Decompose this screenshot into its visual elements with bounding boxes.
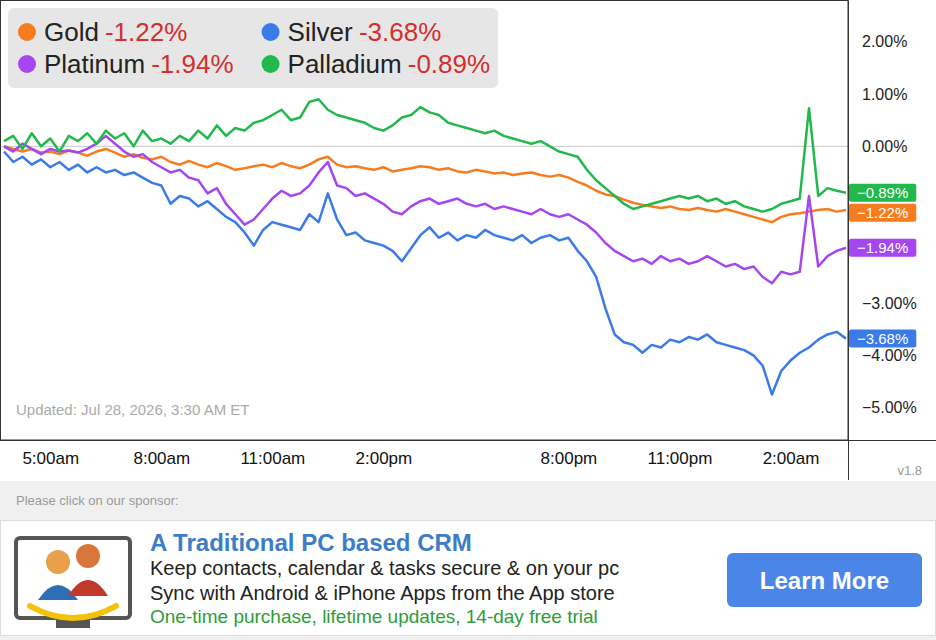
x-axis-line	[5, 440, 847, 441]
x-tick-label: 2:00am	[763, 449, 820, 468]
legend-value: -3.68%	[359, 17, 441, 47]
legend-background	[8, 8, 498, 88]
y-tick: 0.00%	[848, 138, 907, 155]
ad-button[interactable]	[727, 553, 922, 607]
sponsor-prompt: Please click on our sponsor:	[16, 493, 179, 508]
icon-arrow	[30, 606, 116, 618]
x-tick: 11:00am	[240, 440, 305, 468]
y-tick: 1.00%	[848, 86, 907, 103]
end-badge: −1.22%	[849, 204, 916, 222]
x-axis: 5:00am 8:00am 11:00am 2:00pm 8:00pm 11:00pm 2:…	[5, 440, 847, 468]
legend-item: Gold-1.22%	[18, 17, 187, 47]
legend-value: -1.94%	[151, 49, 233, 79]
end-badge-label: −3.68%	[857, 330, 908, 347]
end-badge-box	[849, 204, 916, 222]
x-tick-label: 8:00am	[133, 449, 190, 468]
y-tick: 2.00%	[848, 33, 907, 50]
icon-person	[76, 544, 100, 568]
legend-label: Gold	[44, 17, 99, 47]
y-tick-label: −3.00%	[862, 295, 917, 312]
legend-item: Silver-3.68%	[262, 17, 442, 47]
ad-line: Keep contacts, calendar & tasks secure &…	[150, 557, 619, 579]
end-badge-box	[849, 330, 916, 348]
icon-stand	[56, 620, 90, 628]
x-tick: 5:00am	[22, 440, 79, 468]
end-badge-label: −1.22%	[857, 204, 908, 221]
series-line	[4, 99, 846, 211]
separator	[0, 440, 936, 441]
legend-label: Silver	[288, 17, 353, 47]
series-line	[4, 146, 846, 222]
series-line	[4, 152, 846, 395]
x-tick-label: 2:00pm	[356, 449, 413, 468]
y-tick-label: −4.00%	[862, 347, 917, 364]
end-badge-label: −1.94%	[857, 239, 908, 256]
ad-box	[1, 521, 936, 636]
x-tick-label: 5:00am	[22, 449, 79, 468]
icon-person	[68, 580, 108, 596]
page: 2.00% 1.00% 0.00% −3.00% −4.00% −5.00% 5:00am 8…	[0, 0, 936, 640]
legend-label: Platinum	[44, 49, 145, 79]
y-tick: −4.00%	[848, 347, 917, 364]
end-badge-label: −0.89%	[857, 184, 908, 201]
y-tick: −3.00%	[848, 295, 917, 312]
x-tick: 2:00am	[763, 440, 820, 468]
legend-swatch	[18, 23, 36, 41]
plot-lines	[4, 99, 846, 394]
end-badge: −1.94%	[849, 239, 916, 257]
icon-person	[46, 550, 70, 574]
ad-icon	[16, 538, 130, 628]
end-badge-box	[849, 239, 916, 257]
background	[0, 0, 936, 640]
x-tick: 2:00pm	[356, 440, 413, 468]
legend-label: Palladium	[288, 49, 402, 79]
legend-item: Platinum-1.94%	[18, 49, 234, 79]
y-tick-label: −5.00%	[862, 399, 917, 416]
x-tick: 8:00am	[133, 440, 190, 468]
ad-title: A Traditional PC based CRM	[150, 529, 472, 556]
y-axis-line	[848, 1, 849, 441]
updated-note: Updated: Jul 28, 2026, 3:30 AM ET	[16, 401, 249, 418]
end-badge: −3.68%	[849, 330, 916, 348]
legend-value: -1.22%	[105, 17, 187, 47]
legend-value: -0.89%	[408, 49, 490, 79]
end-badge: −0.89%	[849, 184, 916, 202]
zero-line	[0, 146, 848, 147]
x-tick: 11:00pm	[647, 440, 712, 468]
sponsor-background	[0, 481, 936, 640]
x-tick-label: 11:00pm	[647, 449, 712, 468]
y-tick-label: 0.00%	[862, 138, 907, 155]
plot-frame	[1, 1, 849, 441]
x-tick-label: 11:00am	[240, 449, 305, 468]
ad-button-label[interactable]: Learn More	[760, 567, 889, 594]
y-tick-label: 1.00%	[862, 86, 907, 103]
y-tick: −5.00%	[848, 399, 917, 416]
x-tick-label: 8:00pm	[541, 449, 598, 468]
separator	[848, 440, 849, 480]
legend: Gold-1.22% Silver-3.68% Platinum-1.94% Pall…	[8, 8, 498, 88]
legend-swatch	[262, 55, 280, 73]
y-tick-label: 2.00%	[862, 33, 907, 50]
end-badge-box	[849, 184, 916, 202]
version-note: v1.8	[897, 463, 922, 478]
y-axis: 2.00% 1.00% 0.00% −3.00% −4.00% −5.00%	[848, 1, 917, 441]
ad-line: Sync with Android & iPhone Apps from the…	[150, 582, 615, 604]
ad-offer: One-time purchase, lifetime updates, 14-…	[150, 606, 598, 627]
legend-swatch	[18, 55, 36, 73]
icon-monitor	[16, 538, 130, 618]
x-tick: 8:00pm	[541, 440, 598, 468]
legend-item: Palladium-0.89%	[262, 49, 491, 79]
series-line	[4, 136, 846, 283]
legend-swatch	[262, 23, 280, 41]
